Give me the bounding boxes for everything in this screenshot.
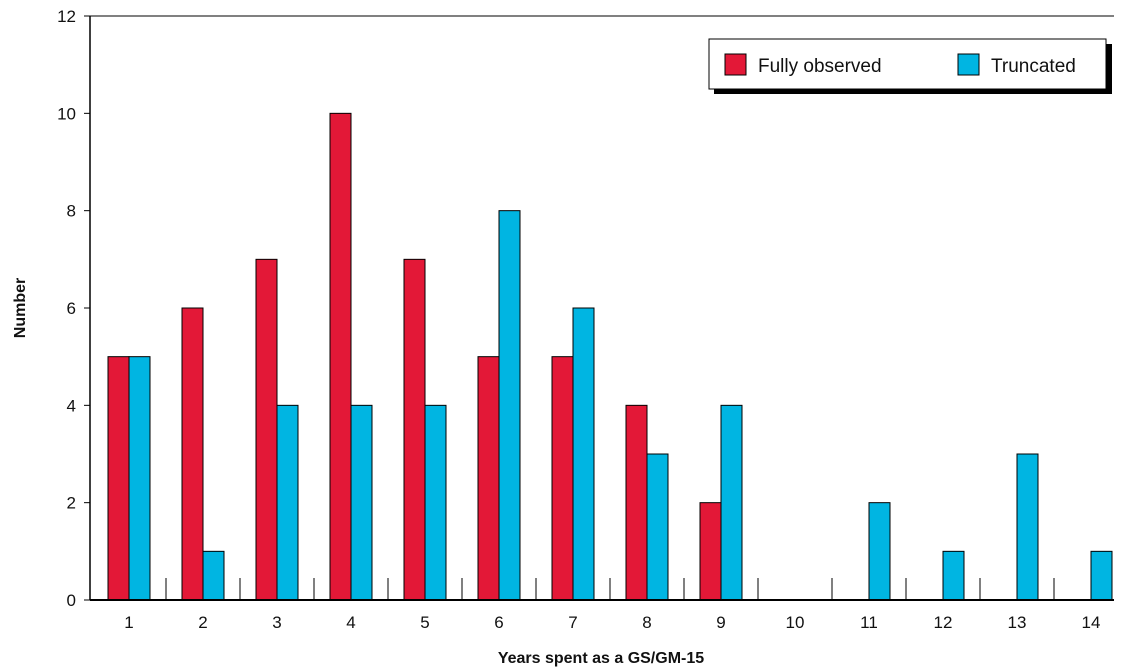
bar-truncated-2 <box>202 550 225 601</box>
bar-truncated-1 <box>128 356 151 601</box>
x-tick-label-8: 8 <box>642 613 651 632</box>
x-tick-label-3: 3 <box>272 613 281 632</box>
x-tick-label-12: 12 <box>934 613 953 632</box>
legend-swatch-fully-observed <box>724 53 747 76</box>
x-tick-label-7: 7 <box>568 613 577 632</box>
bar-fully-observed-1 <box>107 356 130 601</box>
legend-label-truncated: Truncated <box>991 56 1076 77</box>
x-tick-label-6: 6 <box>494 613 503 632</box>
bar-fully-observed-2 <box>181 307 204 601</box>
bar-truncated-7 <box>572 307 595 601</box>
y-tick-label-10: 10 <box>57 104 76 123</box>
legend-label-fully-observed: Fully observed <box>758 56 882 77</box>
x-tick-label-14: 14 <box>1082 613 1101 632</box>
bar-truncated-11 <box>868 502 891 601</box>
bar-truncated-8 <box>646 453 669 601</box>
x-tick-label-9: 9 <box>716 613 725 632</box>
y-tick-label-2: 2 <box>67 494 76 513</box>
bar-fully-observed-9 <box>699 502 722 601</box>
x-tick-label-11: 11 <box>860 613 878 632</box>
bar-fully-observed-5 <box>403 258 426 601</box>
bar-truncated-5 <box>424 404 447 601</box>
bar-fully-observed-6 <box>477 356 500 601</box>
legend: Fully observed Truncated <box>708 38 1112 94</box>
bar-fully-observed-8 <box>625 404 648 601</box>
bar-truncated-13 <box>1016 453 1039 601</box>
bar-fully-observed-7 <box>551 356 574 601</box>
bars-layer <box>107 112 1113 601</box>
legend-box <box>708 38 1107 90</box>
x-tick-label-13: 13 <box>1008 613 1027 632</box>
bar-truncated-6 <box>498 210 521 601</box>
bar-truncated-9 <box>720 404 743 601</box>
bar-truncated-12 <box>942 550 965 601</box>
y-axis-title: Number <box>12 278 29 338</box>
y-tick-label-4: 4 <box>67 396 76 415</box>
bar-truncated-4 <box>350 404 373 601</box>
y-tick-label-8: 8 <box>67 202 76 221</box>
x-axis-title: Years spent as a GS/GM-15 <box>498 650 704 667</box>
x-tick-label-4: 4 <box>346 613 355 632</box>
bar-fully-observed-4 <box>329 112 352 601</box>
bar-fully-observed-3 <box>255 258 278 601</box>
y-tick-label-6: 6 <box>67 299 76 318</box>
x-tick-label-10: 10 <box>786 613 805 632</box>
legend-swatch-truncated <box>957 53 980 76</box>
y-tick-label-0: 0 <box>67 591 76 610</box>
x-tick-label-1: 1 <box>124 613 133 632</box>
x-tick-label-2: 2 <box>198 613 207 632</box>
bar-truncated-3 <box>276 404 299 601</box>
y-tick-label-12: 12 <box>57 7 76 26</box>
x-tick-label-5: 5 <box>420 613 429 632</box>
bar-truncated-14 <box>1090 550 1113 601</box>
